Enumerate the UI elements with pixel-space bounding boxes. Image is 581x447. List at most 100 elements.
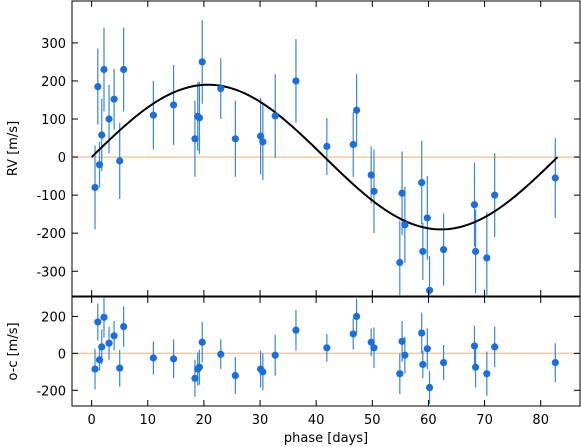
- residual-points: [91, 312, 559, 392]
- data-point: [195, 363, 204, 371]
- y-tick-label: -300: [36, 265, 66, 280]
- rv-y-axis-label: RV [m/s]: [6, 121, 21, 176]
- data-point: [401, 221, 409, 229]
- y-tick-label: -100: [36, 189, 66, 204]
- data-point: [195, 114, 204, 122]
- model-curve-line: [90, 83, 559, 231]
- data-point: [100, 65, 108, 74]
- x-tick-label: 0: [88, 413, 96, 428]
- data-point: [231, 135, 239, 143]
- y-tick-label: 200: [41, 75, 66, 90]
- x-tick-label: 40: [308, 413, 325, 428]
- data-point: [349, 140, 357, 149]
- data-point: [116, 364, 124, 372]
- x-tick-label: 70: [476, 413, 493, 428]
- data-point: [423, 345, 431, 353]
- rv-y-ticks: -300 -200 -100 0 100 200 300: [36, 37, 580, 280]
- y-tick-label: -200: [36, 384, 66, 399]
- data-point: [271, 351, 279, 359]
- data-point: [94, 318, 102, 326]
- data-point: [471, 247, 480, 256]
- data-point: [367, 171, 375, 179]
- data-point: [483, 254, 491, 262]
- data-point: [470, 342, 479, 350]
- data-point: [105, 339, 113, 347]
- data-point: [257, 132, 265, 140]
- y-tick-label: 200: [41, 310, 66, 325]
- data-point: [217, 84, 225, 93]
- data-point: [91, 183, 99, 192]
- x-tick-label: 50: [364, 413, 381, 428]
- data-point: [105, 115, 113, 123]
- data-point: [231, 371, 239, 380]
- data-point: [98, 131, 106, 139]
- x-tick-label: 30: [252, 413, 269, 428]
- data-point: [100, 313, 108, 321]
- data-point: [259, 368, 267, 376]
- data-point: [292, 77, 300, 85]
- data-point: [491, 191, 499, 199]
- data-point: [367, 338, 375, 346]
- y-tick-label: 300: [41, 37, 66, 52]
- data-point: [91, 365, 99, 373]
- data-point: [191, 135, 199, 143]
- x-tick-label: 80: [532, 413, 549, 428]
- y-tick-label: -200: [36, 227, 66, 242]
- data-point: [292, 326, 300, 334]
- data-point: [116, 157, 124, 165]
- data-point: [323, 142, 331, 151]
- data-point: [483, 370, 491, 378]
- data-point: [120, 65, 128, 74]
- data-point: [352, 106, 361, 114]
- data-point: [198, 58, 206, 66]
- residual-y-axis-label: o-c [m/s]: [6, 322, 21, 380]
- data-point: [149, 354, 157, 362]
- x-axis-label: phase [days]: [284, 431, 368, 446]
- data-point: [94, 83, 102, 91]
- data-point: [418, 178, 426, 187]
- data-point: [439, 358, 448, 367]
- x-tick-label: 20: [196, 413, 213, 428]
- data-point: [401, 351, 409, 359]
- data-point: [471, 363, 480, 371]
- data-point: [95, 356, 104, 364]
- data-point: [396, 370, 404, 378]
- data-point: [110, 332, 118, 340]
- residual-x-ticks: 0 10 20 30 40 50 60 70 80: [88, 297, 549, 428]
- data-point: [370, 344, 378, 352]
- data-point: [95, 161, 104, 169]
- data-point: [419, 247, 427, 256]
- data-point: [396, 258, 404, 267]
- x-tick-label: 60: [420, 413, 437, 428]
- data-point: [191, 374, 199, 382]
- rv-points: [91, 58, 559, 294]
- data-point: [271, 112, 279, 120]
- y-tick-label: 100: [41, 113, 66, 128]
- data-point: [551, 174, 559, 182]
- data-point: [259, 138, 267, 146]
- rv-x-ticks: [91, 1, 542, 296]
- data-point: [349, 330, 357, 338]
- data-point: [120, 322, 128, 331]
- data-point: [170, 101, 178, 109]
- rv-plot-frame: [71, 0, 581, 297]
- data-point: [370, 187, 378, 195]
- residual-plot-frame: [71, 296, 581, 407]
- data-point: [352, 312, 361, 320]
- y-tick-label: 0: [58, 347, 66, 362]
- residual-panel: -200 0 200 0 10 20 30 40 50 60 70 80 o-c [m/s] pha…: [6, 296, 581, 446]
- x-tick-label: 10: [140, 413, 157, 428]
- y-tick-label: 0: [58, 151, 66, 166]
- data-point: [418, 329, 426, 337]
- data-point: [491, 343, 499, 351]
- data-point: [551, 358, 559, 367]
- rv-panel: -300 -200 -100 0 100 200 300 RV [m/s]: [6, 0, 581, 297]
- data-point: [198, 338, 206, 346]
- data-point: [439, 245, 448, 254]
- data-point: [423, 214, 431, 222]
- data-point: [425, 286, 434, 294]
- data-point: [149, 111, 157, 119]
- data-point: [470, 201, 479, 209]
- rv-model-curve: [90, 83, 559, 231]
